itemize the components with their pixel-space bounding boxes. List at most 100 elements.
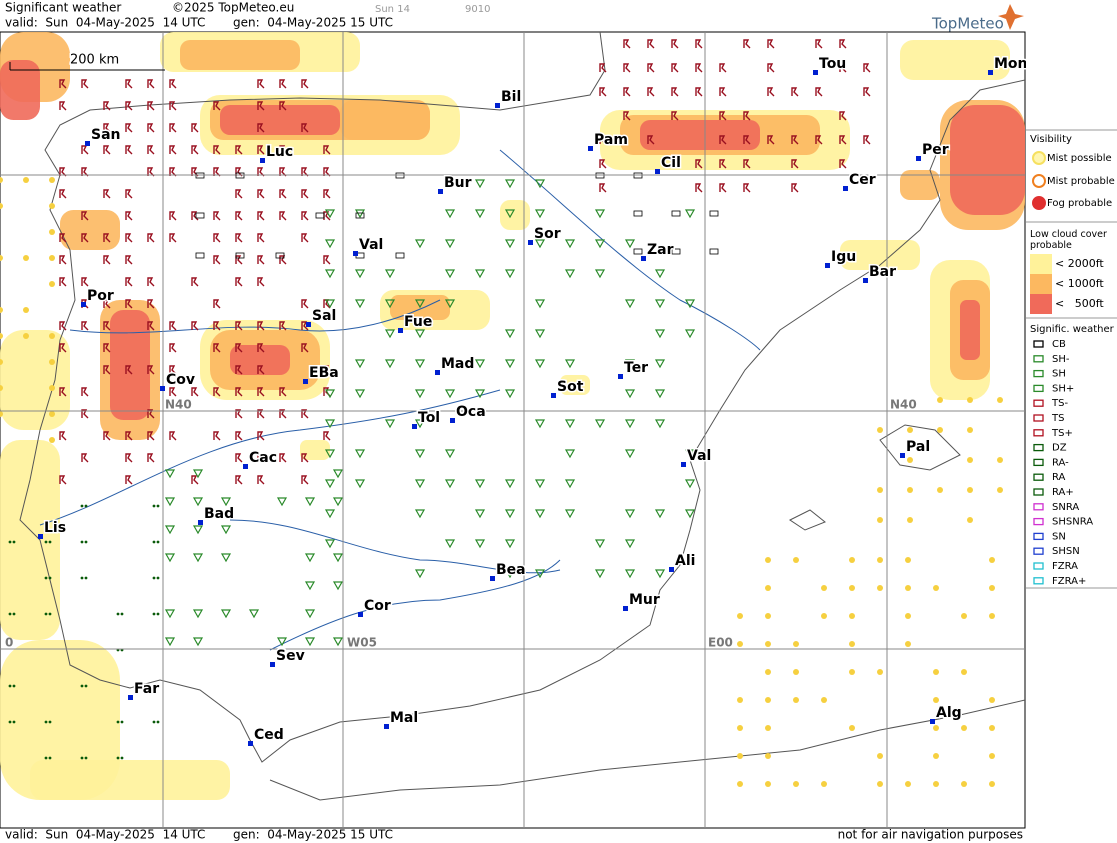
mist-symbol bbox=[765, 781, 771, 787]
sh-symbol bbox=[594, 269, 606, 279]
ts-symbol bbox=[301, 211, 309, 221]
city-label: Bar bbox=[869, 264, 896, 280]
sh-symbol bbox=[324, 419, 336, 429]
ts-symbol bbox=[169, 79, 177, 89]
sh-symbol bbox=[504, 539, 516, 549]
sh-symbol bbox=[624, 509, 636, 519]
ts-symbol bbox=[103, 189, 111, 199]
ts-symbol bbox=[695, 63, 703, 73]
city-label: Bad bbox=[204, 506, 234, 522]
fog-patch bbox=[900, 170, 940, 200]
mist-symbol bbox=[989, 781, 995, 787]
cb-symbol bbox=[275, 252, 285, 259]
ts-symbol bbox=[301, 123, 309, 133]
ts-symbol bbox=[59, 233, 67, 243]
sh-symbol bbox=[624, 449, 636, 459]
city-marker bbox=[412, 424, 417, 429]
sh-symbol bbox=[564, 239, 576, 249]
sh-symbol bbox=[192, 497, 204, 507]
ts-symbol bbox=[301, 189, 309, 199]
city-label: Ced bbox=[254, 727, 284, 743]
sh-symbol bbox=[564, 449, 576, 459]
ts-symbol bbox=[235, 189, 243, 199]
mist-symbol bbox=[49, 333, 55, 339]
city-marker bbox=[916, 156, 921, 161]
ts-symbol bbox=[257, 343, 265, 353]
sh-symbol bbox=[474, 539, 486, 549]
mist-symbol bbox=[0, 333, 3, 339]
mist-symbol bbox=[23, 333, 29, 339]
sh-symbol bbox=[684, 329, 696, 339]
city-marker bbox=[588, 146, 593, 151]
code: 9010 bbox=[465, 4, 490, 15]
city-label: San bbox=[91, 127, 121, 143]
ts-symbol bbox=[257, 189, 265, 199]
ts-symbol bbox=[863, 135, 871, 145]
city-label: Per bbox=[922, 142, 949, 158]
ts-symbol bbox=[81, 167, 89, 177]
city-label: Ter bbox=[624, 360, 648, 376]
sh-symbol bbox=[414, 449, 426, 459]
ts-symbol bbox=[279, 167, 287, 177]
ts-symbol bbox=[695, 39, 703, 49]
mist-symbol bbox=[793, 781, 799, 787]
city-label: Sev bbox=[276, 648, 305, 664]
dz-symbol bbox=[84, 576, 88, 580]
ts-symbol bbox=[301, 79, 309, 89]
dz-symbol bbox=[152, 612, 156, 616]
mist-symbol bbox=[937, 487, 943, 493]
sh-symbol bbox=[594, 419, 606, 429]
legend-label: FZRA+ bbox=[1052, 576, 1086, 587]
ts-symbol bbox=[103, 299, 111, 309]
ts-symbol bbox=[719, 63, 727, 73]
ts-symbol bbox=[191, 387, 199, 397]
mist-symbol bbox=[0, 411, 3, 417]
mist-symbol bbox=[933, 725, 939, 731]
cb-symbol bbox=[671, 210, 681, 217]
ts-symbol bbox=[81, 277, 89, 287]
dz-symbol bbox=[8, 540, 12, 544]
mist-symbol bbox=[933, 697, 939, 703]
ts-symbol bbox=[213, 387, 221, 397]
ts-symbol bbox=[125, 453, 133, 463]
city-label: Cil bbox=[661, 155, 681, 171]
dz-symbol bbox=[80, 756, 84, 760]
fog-patch bbox=[900, 40, 1010, 80]
city-label: Por bbox=[87, 288, 114, 304]
ts-symbol bbox=[719, 135, 727, 145]
city-marker bbox=[495, 103, 500, 108]
ts-symbol bbox=[671, 63, 679, 73]
sh-symbol bbox=[654, 299, 666, 309]
city-marker bbox=[353, 251, 358, 256]
mist-symbol bbox=[989, 753, 995, 759]
ts-symbol bbox=[671, 159, 679, 169]
mist-symbol bbox=[0, 177, 3, 183]
dz-symbol bbox=[12, 720, 16, 724]
city-label: Mad bbox=[441, 356, 474, 372]
ts-symbol bbox=[169, 387, 177, 397]
dz-symbol bbox=[84, 756, 88, 760]
legend-icon bbox=[1033, 473, 1044, 481]
legend-icon bbox=[1033, 399, 1044, 407]
sh-symbol bbox=[164, 525, 176, 535]
city-marker bbox=[384, 724, 389, 729]
city-marker bbox=[81, 302, 86, 307]
ts-symbol bbox=[839, 135, 847, 145]
legend-label: < 2000ft bbox=[1055, 257, 1104, 270]
mist-symbol bbox=[937, 397, 943, 403]
ts-symbol bbox=[235, 255, 243, 265]
sh-symbol bbox=[474, 479, 486, 489]
mist-symbol bbox=[49, 385, 55, 391]
ts-symbol bbox=[839, 111, 847, 121]
sh-symbol bbox=[474, 509, 486, 519]
sh-symbol bbox=[624, 539, 636, 549]
ts-symbol bbox=[125, 431, 133, 441]
ts-symbol bbox=[695, 159, 703, 169]
sh-symbol bbox=[384, 329, 396, 339]
ts-symbol bbox=[599, 159, 607, 169]
mist-symbol bbox=[793, 669, 799, 675]
grid-label: E00 bbox=[708, 636, 733, 650]
generated-time: gen: 04-May-2025 15 UTC bbox=[233, 16, 393, 30]
sh-symbol bbox=[164, 469, 176, 479]
ts-symbol bbox=[147, 123, 155, 133]
